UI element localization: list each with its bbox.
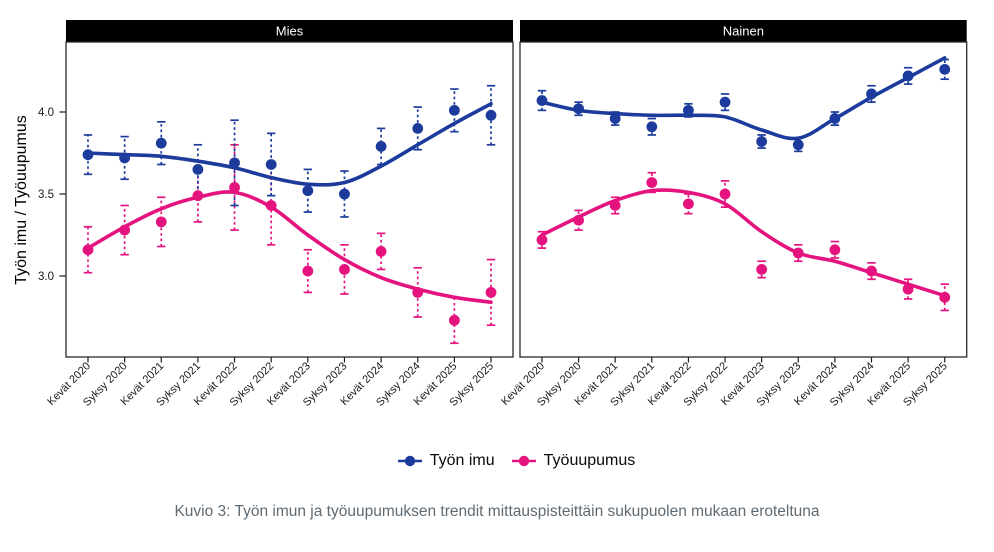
- facet-strip-nainen: [520, 20, 967, 42]
- trend-line-ty-n-imu-nainen: [540, 56, 947, 141]
- facet-strip-mies: [66, 20, 513, 42]
- data-point-ty-n-imu: [485, 109, 497, 121]
- data-point-ty-n-imu: [229, 157, 240, 169]
- data-point-ty-n-imu: [609, 113, 621, 124]
- data-point-ty-n-imu: [829, 113, 841, 124]
- legend-label-tyon-imu: Työn imu: [429, 452, 495, 469]
- y-axis-title: Työn imu / Työuupumus: [13, 115, 30, 285]
- legend-item-tyon-imu: Työn imu: [397, 452, 495, 470]
- data-point-ty-uupumus: [792, 247, 804, 259]
- data-point-ty-uupumus: [265, 200, 277, 211]
- data-point-ty-n-imu: [82, 149, 94, 161]
- data-point-ty-n-imu: [302, 185, 314, 197]
- data-point-ty-uupumus: [119, 224, 131, 236]
- data-point-ty-uupumus: [609, 200, 621, 211]
- trend-line-ty-uupumus-nainen: [540, 188, 947, 298]
- data-point-ty-n-imu: [375, 141, 387, 152]
- data-point-ty-n-imu: [192, 164, 204, 175]
- data-point-ty-n-imu: [719, 96, 731, 108]
- legend-item-tyouupumus: Työuupumus: [511, 452, 636, 470]
- data-point-ty-uupumus: [829, 244, 841, 256]
- data-point-ty-uupumus: [448, 314, 460, 326]
- data-point-ty-uupumus: [646, 177, 658, 188]
- data-point-ty-uupumus: [719, 188, 731, 200]
- data-point-ty-uupumus: [302, 265, 314, 277]
- legend-label-tyouupumus: Työuupumus: [543, 452, 636, 469]
- data-point-ty-uupumus: [375, 246, 387, 257]
- legend-glyph-tyon-imu: [397, 455, 422, 467]
- data-point-ty-uupumus: [573, 214, 584, 226]
- legend: Työn imu Työuupumus: [66, 452, 966, 470]
- facet-title-mies: Mies: [276, 24, 304, 39]
- data-point-ty-n-imu: [866, 88, 877, 100]
- data-point-ty-n-imu: [683, 104, 694, 116]
- data-point-ty-n-imu: [902, 70, 914, 82]
- legend-glyph-tyouupumus: [511, 455, 536, 467]
- data-point-ty-uupumus: [229, 182, 240, 193]
- data-point-ty-uupumus: [866, 265, 877, 277]
- y-tick-label: 4.0: [38, 107, 54, 119]
- data-point-ty-uupumus: [155, 216, 167, 228]
- figure-caption: Kuvio 3: Työn imun ja työuupumuksen tren…: [174, 503, 820, 520]
- data-point-ty-uupumus: [902, 283, 914, 295]
- data-point-ty-uupumus: [339, 264, 350, 275]
- data-point-ty-n-imu: [646, 121, 658, 133]
- data-point-ty-n-imu: [756, 136, 768, 147]
- y-tick-label: 3.5: [38, 189, 54, 201]
- data-point-ty-n-imu: [155, 137, 167, 149]
- data-point-ty-uupumus: [939, 291, 951, 303]
- data-point-ty-n-imu: [448, 104, 460, 116]
- data-point-ty-n-imu: [536, 95, 548, 106]
- y-tick-label: 3.0: [38, 271, 54, 283]
- data-point-ty-n-imu: [792, 139, 804, 151]
- data-point-ty-uupumus: [412, 287, 424, 298]
- data-point-ty-uupumus: [683, 198, 694, 210]
- facet-title-nainen: Nainen: [723, 24, 764, 39]
- data-point-ty-n-imu: [265, 159, 277, 170]
- data-point-ty-n-imu: [573, 103, 584, 115]
- trend-line-ty-n-imu-mies: [86, 102, 493, 187]
- data-point-ty-n-imu: [119, 152, 131, 164]
- data-point-ty-n-imu: [339, 188, 350, 200]
- facet-panel-nainen: [519, 41, 968, 358]
- facet-panel-mies: [65, 41, 514, 358]
- data-point-ty-uupumus: [485, 287, 497, 298]
- data-point-ty-uupumus: [756, 264, 768, 275]
- data-point-ty-uupumus: [82, 244, 94, 256]
- data-point-ty-uupumus: [192, 190, 204, 202]
- data-point-ty-uupumus: [536, 234, 548, 246]
- data-point-ty-n-imu: [412, 122, 424, 134]
- data-point-ty-n-imu: [939, 63, 951, 75]
- trend-line-ty-uupumus-mies: [86, 190, 493, 304]
